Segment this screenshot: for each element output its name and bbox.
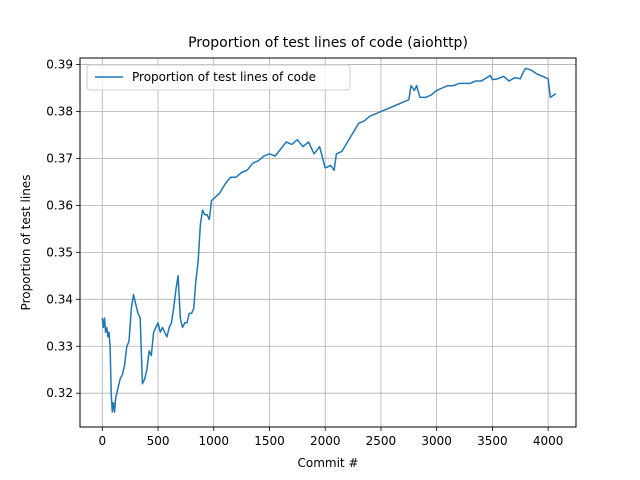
plot-frame [79,57,577,428]
y-axis: 0.32 0.33 0.34 0.35 0.36 0.37 0.38 0.39 [46,58,80,400]
y-tick-label: 0.32 [46,386,73,400]
x-tick-label: 3000 [421,434,452,448]
plot-area [80,58,576,427]
grid-lines [80,58,576,427]
chart-title: Proportion of test lines of code (aiohtt… [188,35,468,51]
legend-label: Proportion of test lines of code [132,70,316,84]
x-tick-label: 1000 [198,434,229,448]
y-axis-label: Proportion of test lines [19,175,33,311]
y-tick-label: 0.38 [46,105,73,119]
x-axis-label: Commit # [297,456,358,470]
legend-box [86,64,351,91]
series-line [101,67,557,413]
y-tick-label: 0.33 [46,339,73,353]
x-tick-label: 1500 [254,434,285,448]
y-tick-label: 0.36 [46,198,73,212]
y-tick-label: 0.37 [46,151,73,165]
x-tick-label: 4000 [533,434,564,448]
series-layer [101,67,557,413]
x-tick-label: 2500 [366,434,397,448]
legend: Proportion of test lines of code [86,64,351,91]
x-tick-label: 2000 [310,434,341,448]
x-tick-label: 0 [98,434,106,448]
y-tick-label: 0.34 [46,292,73,306]
x-tick-label: 500 [147,434,170,448]
y-tick-label: 0.35 [46,245,73,259]
x-axis: 0 500 1000 1500 2000 2500 3000 3500 4000 [98,427,563,448]
x-tick-label: 3500 [477,434,508,448]
y-tick-label: 0.39 [46,58,73,72]
